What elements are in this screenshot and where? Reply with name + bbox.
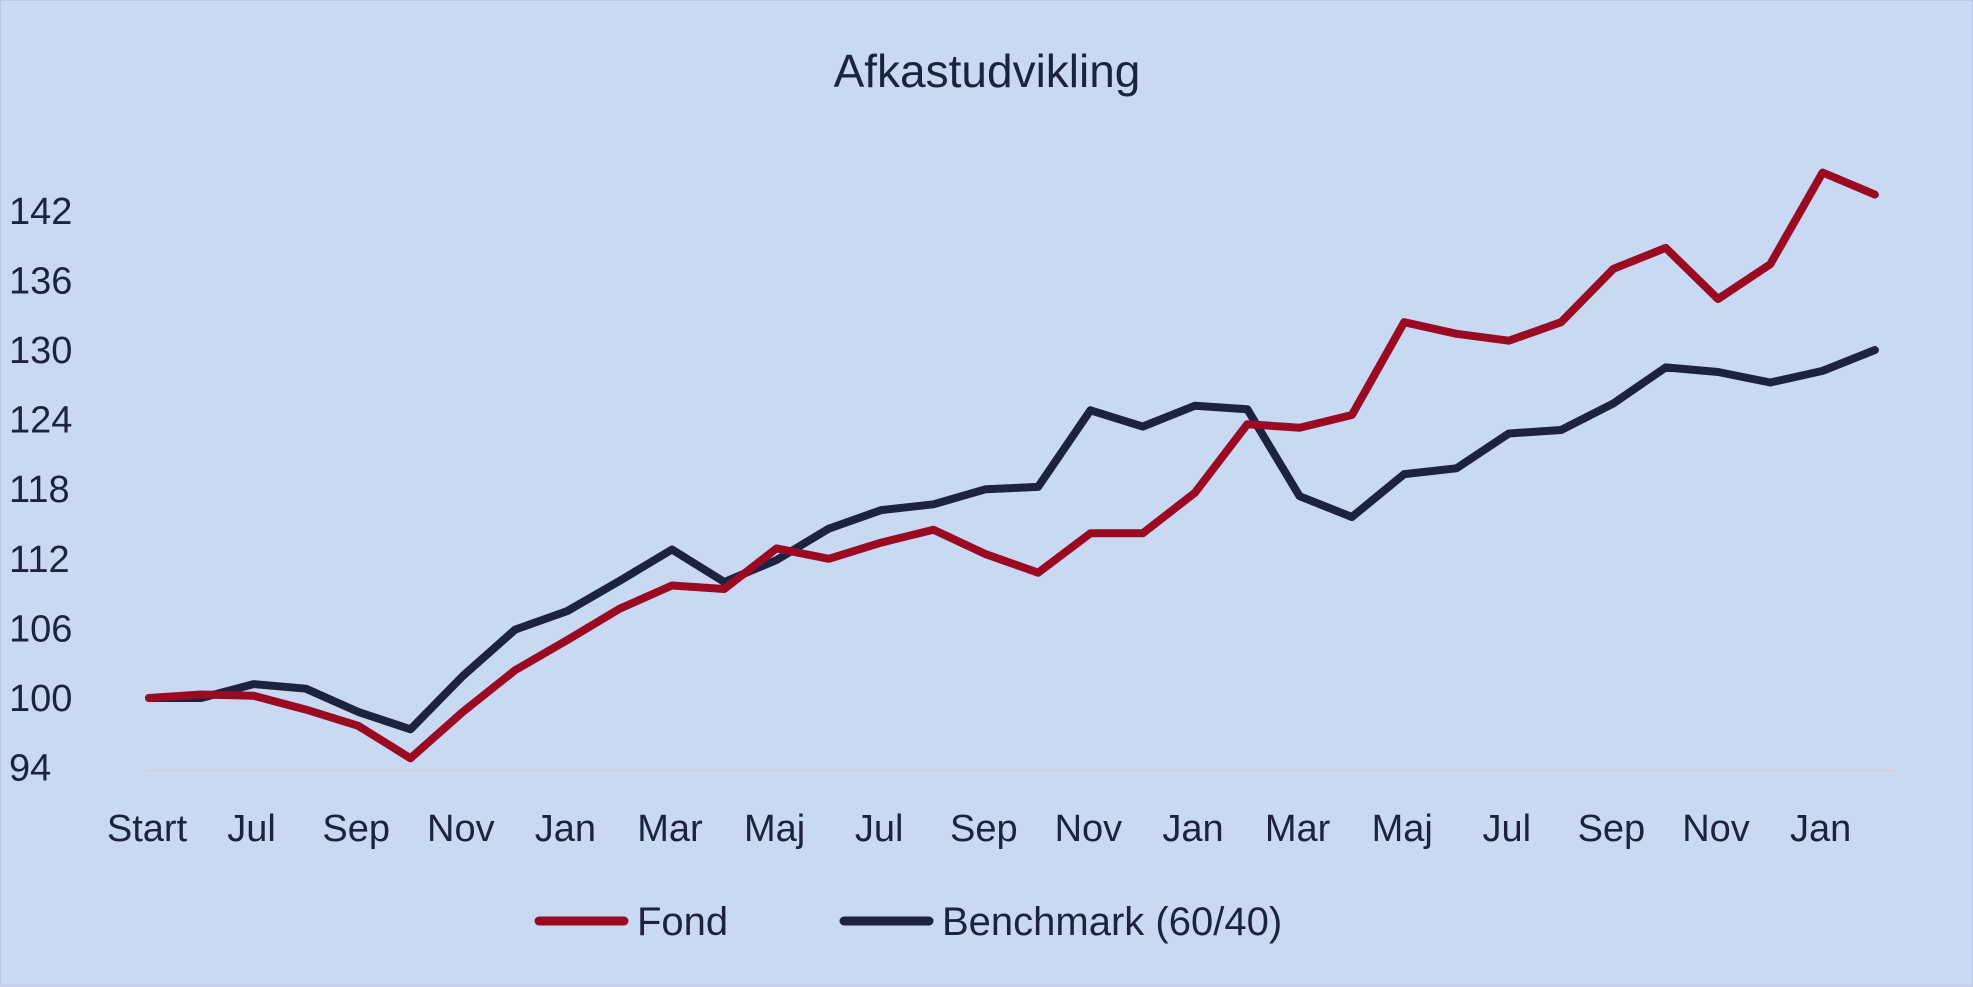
- legend-label: Fond: [637, 900, 728, 944]
- x-tick-label: Maj: [744, 808, 805, 850]
- x-tick-label: Mar: [1265, 808, 1331, 850]
- x-tick-label: Jul: [227, 808, 276, 850]
- x-tick-label: Start: [107, 808, 188, 850]
- y-tick-label: 130: [9, 330, 72, 372]
- x-tick-label: Sep: [950, 808, 1018, 850]
- series-line-fond: [145, 168, 1879, 763]
- y-tick-label: 112: [9, 539, 70, 581]
- y-tick-label: 118: [9, 469, 70, 511]
- series-lines: [145, 168, 1879, 763]
- y-tick-label: 124: [9, 400, 72, 442]
- x-tick-label: Sep: [322, 808, 390, 850]
- x-tick-label: Mar: [637, 808, 703, 850]
- x-tick-label: Nov: [1055, 808, 1123, 850]
- x-tick-label: Jul: [1483, 808, 1532, 850]
- x-tick-label: Nov: [1682, 808, 1750, 850]
- x-tick-label: Jan: [1790, 808, 1851, 850]
- y-axis-ticks: 94 100 106 112 118 124 130 136 142: [9, 191, 72, 790]
- legend-label: Benchmark (60/40): [942, 900, 1282, 944]
- y-tick-label: 100: [9, 678, 72, 720]
- x-tick-label: Maj: [1372, 808, 1433, 850]
- y-tick-label: 142: [9, 191, 72, 233]
- x-tick-label: Jan: [535, 808, 596, 850]
- legend: Fond Benchmark (60/40): [534, 900, 1282, 944]
- y-tick-label: 94: [9, 748, 51, 790]
- x-tick-label: Nov: [427, 808, 495, 850]
- y-tick-label: 136: [9, 260, 72, 302]
- chart-title: Afkastudvikling: [834, 45, 1141, 97]
- x-axis-ticks: Start Jul Sep Nov Jan Mar Maj Jul Sep Nov Jan Mar Ma…: [107, 808, 1851, 850]
- x-tick-label: Jan: [1162, 808, 1223, 850]
- y-tick-label: 106: [9, 608, 72, 650]
- x-tick-label: Jul: [855, 808, 904, 850]
- x-tick-label: Sep: [1578, 808, 1646, 850]
- series-line-benchmark-60-40: [145, 346, 1879, 734]
